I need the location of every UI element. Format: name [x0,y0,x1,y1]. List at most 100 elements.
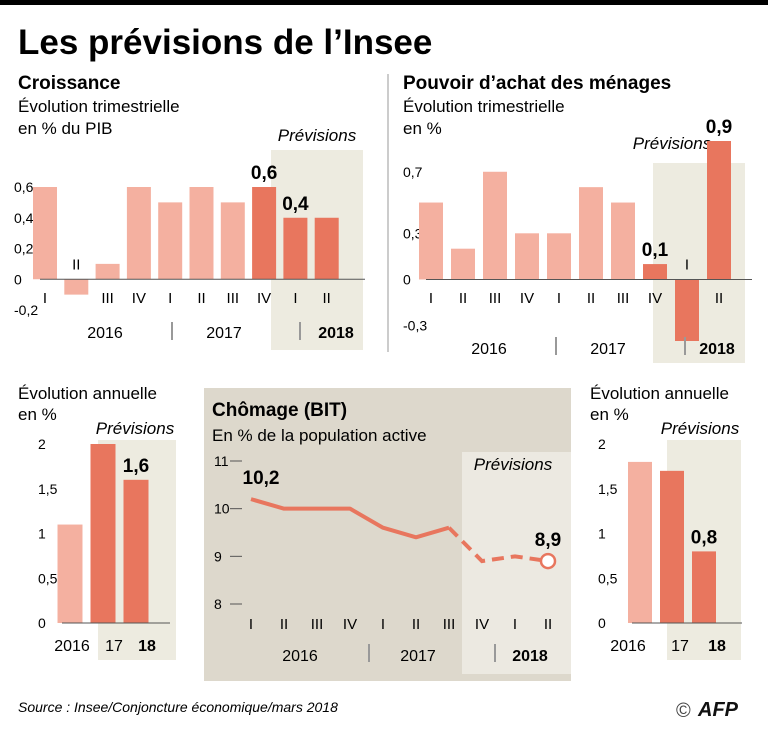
chomage-year-label: 2016 [282,648,318,665]
annuelle_croissance-ytick: 0 [38,615,46,631]
croissance-quarter-label: II [72,256,80,273]
pouvoir-ytick: 0,7 [403,164,423,180]
pouvoir-bar [547,233,571,280]
croissance-data-label: 0,4 [282,194,309,215]
croissance-quarter-label: I [43,290,47,307]
chomage-line-past [250,497,450,540]
croissance-ytick: 0 [14,271,22,287]
chomage-data-label: 8,9 [535,530,561,551]
chomage-year-label: 2018 [512,648,548,665]
pouvoir-data-label: 0,9 [706,117,732,138]
pouvoir-title: Pouvoir d’achat des ménages [403,73,671,94]
croissance-subtitle-2: en % du PIB [18,119,113,138]
croissance-ytick: 0,4 [14,210,34,226]
pouvoir-year-label: 2016 [471,341,507,358]
pouvoir-bar [675,279,699,341]
croissance-bar [314,217,339,280]
annuelle_croissance-bar [57,524,83,623]
pouvoir-bar [579,187,603,280]
afp-logo: AFP [697,699,739,721]
annuelle_pouvoir-bar [660,470,684,623]
chomage-quarter-label: II [280,616,288,633]
croissance-quarter-label: I [168,290,172,307]
annuelle_pouvoir-data-label: 0,8 [691,527,717,548]
pouvoir-bar [483,171,507,280]
annuelle_croissance-bar [123,479,149,623]
annuelle_croissance-data-label: 1,6 [123,456,149,477]
chomage-line-forecast [447,526,549,564]
chomage-ytick: 9 [214,548,222,564]
croissance-quarter-label: I [293,290,297,307]
pouvoir-bar [643,264,667,280]
annuelle_pouvoir-ytick: 0,5 [598,570,618,586]
pouvoir-subtitle-1: Évolution trimestrielle [403,97,565,116]
chomage-quarter-label: III [443,616,456,633]
annuelle_pouvoir-bar [628,461,652,623]
croissance-bar [252,187,277,280]
pouvoir-year-label: 2017 [590,341,626,358]
top-bar [0,0,768,5]
chomage-ytick: 8 [214,596,222,612]
chomage-title: Chômage (BIT) [212,400,347,421]
croissance-year-label: 2016 [87,325,123,342]
annuelle_pouvoir-bar [692,551,716,623]
annuelle_croissance-ytick: 1 [38,526,46,542]
annuelle_pouvoir-category-label: 17 [671,638,689,655]
chomage-quarter-label: II [544,616,552,633]
annuelle_croissance-ytick: 2 [38,436,46,452]
croissance-quarter-label: IV [257,290,271,307]
croissance-year-label: 2017 [206,325,242,342]
chomage-quarter-label: I [381,616,385,633]
pouvoir-bar [419,202,443,280]
croissance-bar [64,279,89,295]
annuelle_croissance-ytick: 0,5 [38,570,58,586]
croissance-bar [33,187,57,280]
chomage-subtitle: En % de la population active [212,426,427,445]
annuelle-croissance-subtitle-1: Évolution annuelle [18,384,157,403]
croissance-quarter-label: III [227,290,240,307]
croissance-title: Croissance [18,73,120,94]
annuelle_croissance-category-label: 2016 [54,638,90,655]
croissance-ytick: 0,2 [14,241,34,257]
croissance-bar [95,263,120,280]
pouvoir-bar [515,233,539,280]
croissance-ytick: 0,6 [14,179,34,195]
croissance-forecast-label: Prévisions [278,126,357,145]
annuelle_croissance-category-label: 18 [138,638,156,655]
annuelle-pouvoir-subtitle-2: en % [590,405,629,424]
pouvoir-quarter-label: III [489,290,502,307]
source-note: Source : Insee/Conjoncture économique/ma… [18,699,338,715]
chomage-quarter-label: I [513,616,517,633]
chomage-forecast-label: Prévisions [474,455,553,474]
croissance-bar [220,202,245,280]
pouvoir-ytick: 0 [403,271,411,287]
pouvoir-quarter-label: IV [520,290,534,307]
chomage-quarter-label: IV [343,616,357,633]
pouvoir-ytick: 0,3 [403,225,423,241]
annuelle_croissance-ytick: 1,5 [38,481,58,497]
annuelle_pouvoir-ytick: 1,5 [598,481,618,497]
croissance-quarter-label: II [197,290,205,307]
pouvoir-year-label: 2018 [699,341,735,358]
croissance-ytick: -0,2 [14,302,38,318]
pouvoir-bar [707,141,731,280]
croissance-quarter-label: IV [132,290,146,307]
annuelle_pouvoir-category-label: 18 [708,638,726,655]
croissance-year-label: 2018 [318,325,354,342]
croissance-data-label: 0,6 [251,163,277,184]
pouvoir-data-label: 0,1 [642,240,669,261]
croissance-quarter-label: II [323,290,331,307]
chomage-quarter-label: III [311,616,324,633]
pouvoir-quarter-label: IV [648,290,662,307]
annuelle_pouvoir-ytick: 0 [598,615,606,631]
chomage-quarter-label: II [412,616,420,633]
annuelle_pouvoir-ytick: 1 [598,526,606,542]
annuelle-croissance-subtitle-2: en % [18,405,57,424]
page-title: Les prévisions de l’Insee [18,23,432,62]
annuelle_pouvoir-category-label: 2016 [610,638,646,655]
chomage-data-label: 10,2 [243,468,280,489]
annuelle_pouvoir-forecast-label: Prévisions [661,419,740,438]
croissance-bar [189,187,214,280]
annuelle_croissance-bar [90,444,116,623]
